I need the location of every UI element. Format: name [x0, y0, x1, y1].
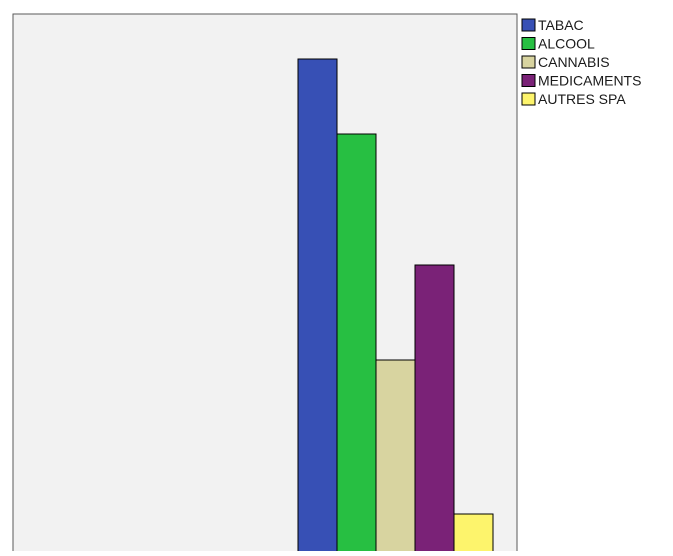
legend-label-cannabis: CANNABIS	[538, 54, 610, 70]
bar-medicaments	[414, 264, 455, 556]
legend: TABAC ALCOOL CANNABIS MEDICAMENTS AUTRES SPA	[521, 17, 641, 107]
bar-tabac	[297, 58, 338, 556]
legend-swatch-alcool	[521, 37, 536, 50]
legend-label-tabac: TABAC	[538, 17, 584, 33]
legend-label-medicaments: MEDICAMENTS	[538, 73, 641, 89]
legend-swatch-cannabis	[521, 55, 536, 69]
bars-group	[297, 58, 494, 556]
bar-alcool	[336, 133, 377, 556]
legend-label-autres-spa: AUTRES SPA	[538, 91, 626, 107]
legend-swatch-medicaments	[521, 74, 536, 87]
bar-cannabis	[375, 359, 416, 556]
legend-label-alcool: ALCOOL	[538, 36, 595, 52]
bar-autres-spa	[453, 513, 494, 556]
legend-swatch-autres-spa	[521, 92, 536, 106]
legend-swatch-tabac	[521, 18, 536, 32]
